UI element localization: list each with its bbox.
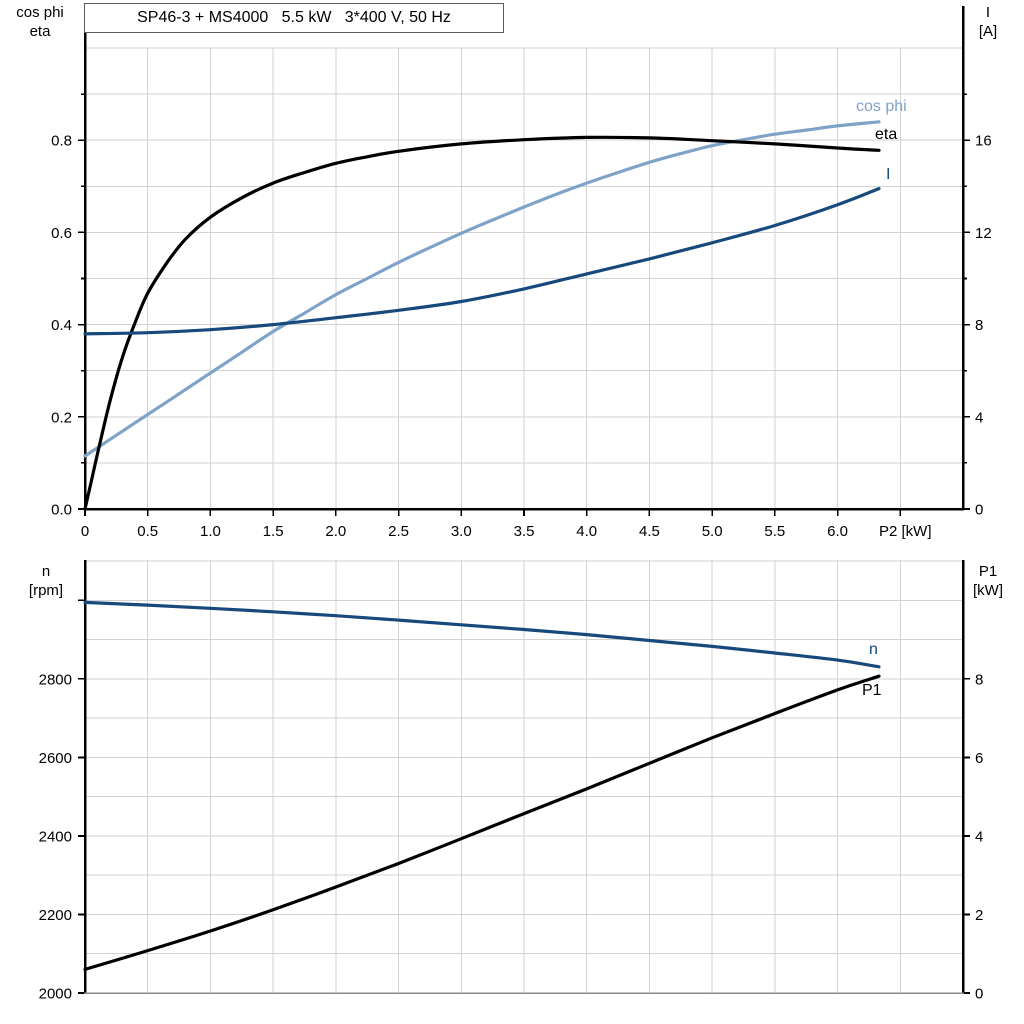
axes: [83, 6, 965, 511]
tick-labels: 0.0 0.2 0.4 0.6 0.8 0 4 8 12 16 0 0.5 1.0 1.5 2.0 2.5 3.…: [51, 133, 992, 540]
gridlines: [85, 47, 963, 509]
bottom-right-axis-title: P1 [kW]: [973, 563, 1003, 599]
right-tick-label: 6: [975, 750, 983, 767]
curves: [83, 120, 881, 511]
curve-i: [83, 187, 881, 336]
x-tick-label: 2.5: [388, 523, 409, 540]
curve-eta: [83, 135, 881, 511]
left-tick-label: 2800: [39, 671, 72, 688]
left-tick-label: 0.0: [51, 502, 72, 519]
curve-label-speed: n: [869, 641, 878, 658]
tick-marks: [78, 93, 970, 516]
x-tick-label: 6.0: [827, 523, 848, 540]
right-tick-label: 8: [975, 317, 983, 334]
x-axis-title: P2 [kW]: [879, 523, 932, 540]
chart-title: SP46-3 + MS4000 5.5 kW 3*400 V, 50 Hz: [137, 9, 451, 26]
curve-label-eta: eta: [875, 126, 898, 143]
right-tick-label: 0: [975, 986, 983, 1003]
right-tick-label: 16: [975, 133, 992, 150]
curve-p1: [83, 674, 881, 971]
x-tick-label: 4.5: [639, 523, 660, 540]
bottom-left-axis-title: n [rpm]: [28, 563, 64, 599]
x-tick-label: 4.0: [576, 523, 597, 540]
top-right-axis-title: I [A]: [978, 4, 998, 40]
x-tick-label: 1.5: [263, 523, 284, 540]
right-tick-label: 4: [975, 409, 983, 426]
left-tick-label: 0.6: [51, 225, 72, 242]
x-tick-label: 1.0: [200, 523, 221, 540]
tick-labels: 2000 2200 2400 2600 2800 0 2 4 6 8: [39, 671, 984, 1002]
curve-label-cos-phi: cos phi: [856, 98, 907, 115]
x-tick-label: 0: [81, 523, 89, 540]
x-tick-label: 3.0: [451, 523, 472, 540]
tick-marks: [78, 599, 970, 994]
right-tick-label: 0: [975, 502, 983, 519]
axes: [83, 560, 965, 994]
x-tick-label: 2.0: [325, 523, 346, 540]
right-tick-label: 4: [975, 828, 983, 845]
left-tick-label: 0.4: [51, 317, 72, 334]
x-tick-label: 0.5: [137, 523, 158, 540]
curve-cos-phi: [83, 120, 881, 458]
bottom-chart-plot: 2000 2200 2400 2600 2800 0 2 4 6 8: [39, 560, 984, 1003]
gridlines: [85, 560, 963, 993]
right-tick-label: 2: [975, 907, 983, 924]
curve-label-current: I: [886, 166, 891, 183]
x-tick-label: 5.0: [702, 523, 723, 540]
x-tick-label: 5.5: [764, 523, 785, 540]
left-tick-label: 2000: [39, 986, 72, 1003]
right-tick-label: 12: [975, 225, 992, 242]
curve-label-p1: P1: [862, 682, 882, 699]
left-tick-label: 2400: [39, 828, 72, 845]
top-chart-plot: 0.0 0.2 0.4 0.6 0.8 0 4 8 12 16 0 0.5 1.0 1.5 2.0 2.5 3.…: [51, 6, 992, 540]
left-tick-label: 0.8: [51, 133, 72, 150]
left-tick-label: 2600: [39, 750, 72, 767]
top-left-axis-title: cos phi eta: [16, 4, 64, 40]
left-tick-label: 2200: [39, 907, 72, 924]
chart-title-box: SP46-3 + MS4000 5.5 kW 3*400 V, 50 Hz: [84, 3, 504, 33]
right-tick-label: 8: [975, 671, 983, 688]
x-tick-label: 3.5: [514, 523, 535, 540]
curves: [83, 600, 881, 971]
curve-n: [83, 600, 881, 669]
left-tick-label: 0.2: [51, 409, 72, 426]
